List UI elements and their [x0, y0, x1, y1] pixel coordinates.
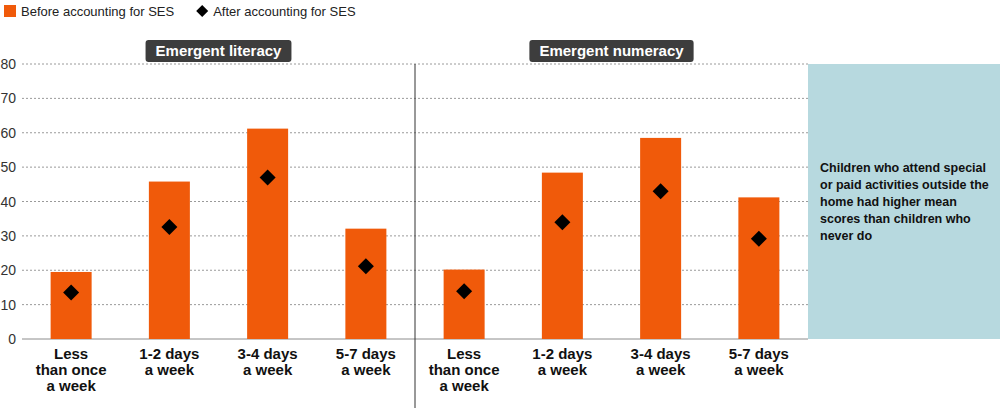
- marker: [63, 285, 79, 301]
- bar: [345, 229, 386, 339]
- x-tick-label: 1-2 daysa week: [139, 345, 199, 378]
- legend-swatch: [4, 5, 16, 17]
- x-tick-label: Lessthan oncea week: [429, 345, 500, 394]
- y-tick-label: 0: [8, 331, 16, 347]
- y-tick-label: 20: [0, 262, 16, 278]
- x-tick-label: 1-2 daysa week: [532, 345, 592, 378]
- chart: 0 10 20 30 40 50 60 70 80 Lessthan oncea week 1-2 …: [0, 0, 1000, 408]
- panel-title-text: Emergent literacy: [156, 42, 283, 59]
- annotation-box: [808, 64, 1000, 339]
- y-tick-label: 60: [0, 125, 16, 141]
- marker: [260, 169, 276, 185]
- bar: [738, 197, 779, 339]
- bar: [444, 270, 485, 339]
- y-tick-label: 30: [0, 228, 16, 244]
- panel-title: Emergent numeracy: [529, 40, 693, 62]
- panel-title: Emergent literacy: [146, 40, 292, 62]
- x-tick-label: 3-4 daysa week: [631, 345, 691, 378]
- y-tick-label: 80: [0, 56, 16, 72]
- legend-label: Before accounting for SES: [21, 4, 175, 19]
- legend-label: After accounting for SES: [213, 4, 356, 19]
- marker: [456, 283, 472, 299]
- bar: [542, 173, 583, 339]
- marker: [358, 258, 374, 274]
- marker: [161, 219, 177, 235]
- y-tick-label: 50: [0, 159, 16, 175]
- marks: [51, 129, 780, 339]
- bar: [149, 182, 190, 339]
- marker: [554, 214, 570, 230]
- x-tick-label: 5-7 daysa week: [336, 345, 396, 378]
- panel-title-text: Emergent numeracy: [539, 42, 684, 59]
- y-tick-label: 40: [0, 194, 16, 210]
- panel-divider: [415, 64, 416, 408]
- panel-title-box: [146, 40, 292, 62]
- y-tick-label: 70: [0, 90, 16, 106]
- x-tick-label: 3-4 daysa week: [238, 345, 298, 378]
- legend-swatch: [196, 5, 208, 17]
- x-tick-label: 5-7 daysa week: [729, 345, 789, 378]
- annotation: Children who attend specialor paid activ…: [820, 161, 989, 243]
- bar: [247, 129, 288, 339]
- panel-title-box: [529, 40, 693, 62]
- x-tick-label: Lessthan oncea week: [36, 345, 107, 394]
- marker: [751, 231, 767, 247]
- bar: [640, 138, 681, 339]
- bar: [51, 272, 92, 339]
- marker: [653, 183, 669, 199]
- y-tick-label: 10: [0, 297, 16, 313]
